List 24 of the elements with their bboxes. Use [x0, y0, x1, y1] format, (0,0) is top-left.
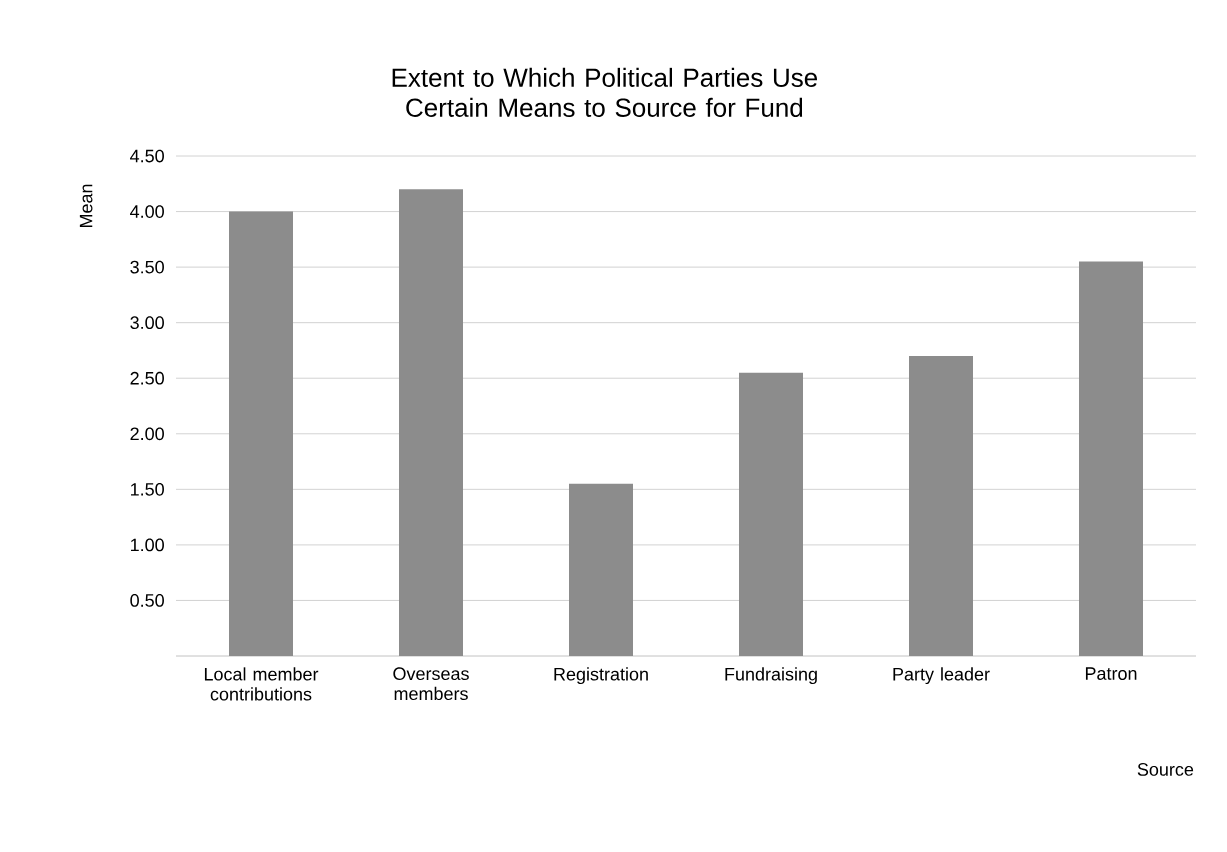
- x-tick-label: Fundraising: [725, 667, 817, 685]
- x-tick-label: Party leader: [893, 667, 990, 685]
- y-tick-label: 2.00: [130, 427, 164, 441]
- bar: [229, 211, 293, 656]
- y-tick-label: 0.50: [130, 594, 164, 607]
- y-tick-label: 1.00: [131, 538, 164, 552]
- bar: [569, 483, 633, 656]
- x-tick-label: Overseas members: [393, 667, 469, 701]
- y-tick-label: 3.00: [130, 316, 164, 330]
- y-axis-title: Mean: [79, 184, 93, 228]
- bar: [909, 356, 973, 656]
- x-tick-label: Patron: [1085, 667, 1137, 680]
- bar: [739, 372, 803, 656]
- y-tick-label: 3.50: [130, 260, 164, 274]
- y-tick-label: 4.00: [130, 205, 164, 218]
- bar: [1079, 261, 1143, 656]
- x-axis-title: Source: [1137, 763, 1194, 776]
- x-tick-label: Registration: [554, 667, 648, 685]
- y-tick-label: 1.50: [131, 482, 164, 496]
- y-tick-label: 4.50: [130, 149, 164, 163]
- bar: [399, 189, 463, 656]
- x-tick-label: Local member contributions: [204, 667, 319, 701]
- y-tick-label: 2.50: [130, 371, 164, 385]
- chart-title: Extent to Which Political Parties Use Certain Means to Source for Fund: [392, 67, 818, 117]
